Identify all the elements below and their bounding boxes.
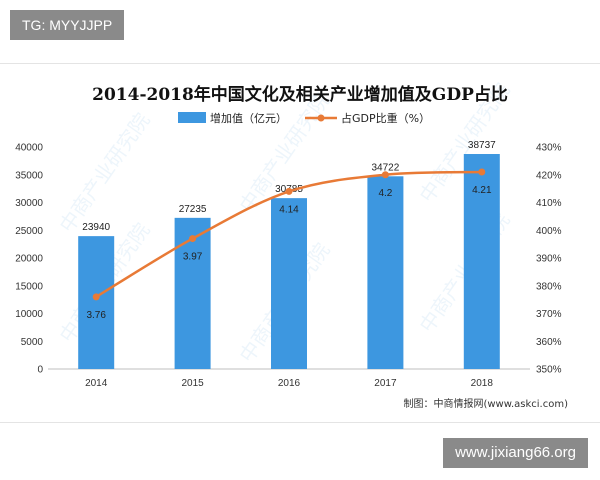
line-value-labels: 3.76 3.97 4.14 4.2 4.21: [86, 185, 492, 321]
line-point: [92, 293, 100, 301]
legend-line-label: 占GDP比重（%）: [341, 111, 430, 125]
y-right-tick-label: 390%: [536, 254, 562, 265]
line-point: [189, 235, 197, 243]
x-tick-label: 2014: [85, 378, 108, 389]
line-value-label: 4.2: [378, 188, 392, 199]
axes: 0 5000 10000 15000 20000 25000 30000 35000 40000…: [15, 143, 561, 390]
y-left-tick-label: 0: [37, 365, 43, 376]
legend: 增加值（亿元） 占GDP比重（%）: [178, 111, 430, 125]
y-right-tick-label: 380%: [536, 281, 562, 292]
bar-series: [78, 154, 500, 369]
line-value-label: 3.76: [86, 310, 106, 321]
legend-bar-label: 增加值（亿元）: [210, 111, 287, 125]
y-right-tick-label: 350%: [536, 365, 562, 376]
line-point: [478, 168, 486, 176]
bar-value-label: 38737: [468, 140, 496, 151]
y-left-tick-label: 20000: [15, 254, 43, 265]
y-right-tick-label: 360%: [536, 337, 562, 348]
y-right-tick-label: 420%: [536, 170, 562, 181]
watermark-text: 中商产业研究院: [54, 108, 154, 236]
bottom-tag: www.jixiang66.org: [443, 438, 588, 468]
y-left-tick-label: 35000: [15, 170, 43, 181]
y-right-tick-label: 370%: [536, 309, 562, 320]
line-value-label: 4.21: [472, 185, 492, 196]
y-left-tick-label: 10000: [15, 309, 43, 320]
bar: [78, 236, 115, 369]
line-value-label: 3.97: [183, 252, 203, 263]
bar: [174, 217, 211, 369]
x-tick-label: 2018: [471, 378, 494, 389]
bar-value-label: 23940: [82, 222, 110, 233]
chart-title: 2014-2018年中国文化及相关产业增加值及GDP占比: [92, 84, 508, 105]
bar: [463, 154, 500, 369]
legend-bar-swatch: [178, 112, 206, 123]
y-left-tick-label: 30000: [15, 198, 43, 209]
y-left-tick-label: 40000: [15, 143, 43, 154]
legend-line-dot: [317, 114, 325, 122]
x-tick-label: 2016: [278, 378, 301, 389]
line-point: [381, 171, 389, 179]
x-tick-label: 2015: [181, 378, 204, 389]
y-left-tick-label: 25000: [15, 226, 43, 237]
y-right-tick-label: 400%: [536, 226, 562, 237]
combo-chart: 中商产业研究院中商产业研究院中商产业研究院中商产业研究院中商产业研究院中商产业研…: [15, 78, 568, 410]
y-left-tick-label: 5000: [21, 337, 44, 348]
y-right-tick-label: 410%: [536, 198, 562, 209]
line-point: [285, 187, 293, 195]
line-value-label: 4.14: [279, 204, 299, 215]
line-series: [92, 168, 486, 301]
top-tag: TG: MYYJJPP: [10, 10, 125, 40]
y-left-tick-label: 15000: [15, 281, 43, 292]
watermark-text: 中商产业研究院: [234, 88, 334, 216]
bar: [367, 176, 404, 369]
x-tick-label: 2017: [374, 378, 397, 389]
chart-source: 制图：中商情报网(www.askci.com): [403, 397, 568, 410]
bar-value-label: 34722: [371, 162, 399, 173]
y-right-tick-label: 430%: [536, 143, 562, 154]
bar: [271, 198, 307, 369]
chart-container: 中商产业研究院中商产业研究院中商产业研究院中商产业研究院中商产业研究院中商产业研…: [0, 63, 600, 423]
bar-value-label: 27235: [179, 204, 207, 215]
